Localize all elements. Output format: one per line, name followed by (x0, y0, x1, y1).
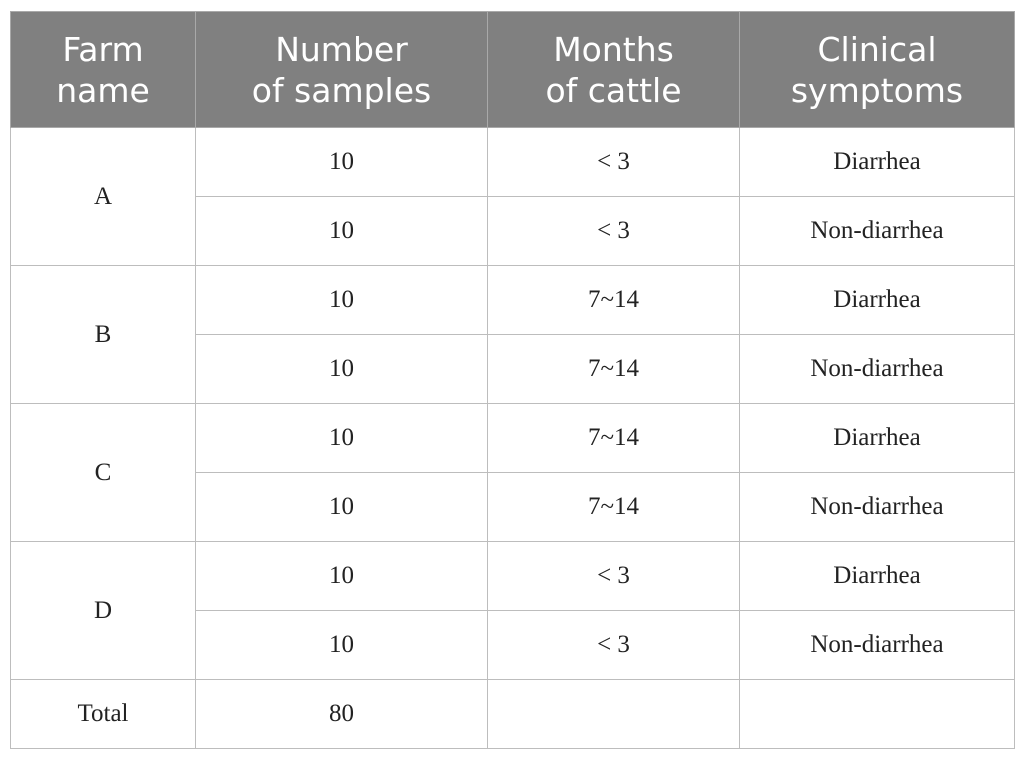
header-line: of cattle (545, 70, 682, 110)
farm-name-cell: B (10, 265, 196, 404)
samples-cell: 10 (195, 610, 488, 680)
samples-cell: 10 (195, 541, 488, 611)
header-line: Months (553, 29, 674, 69)
table-body: A 10 < 3 Diarrhea 10 < 3 Non-diarrhea B … (10, 127, 1015, 749)
farm-name-cell: A (10, 127, 196, 266)
total-symptoms-cell (739, 679, 1015, 749)
symptoms-cell: Non-diarrhea (739, 472, 1015, 542)
samples-cell: 10 (195, 196, 488, 266)
table-row: 10 < 3 Non-diarrhea (11, 610, 1015, 680)
table-header: Farm name Number of samples Months of ca… (10, 11, 1015, 128)
farm-name-cell: D (10, 541, 196, 680)
header-clinical-symptoms: Clinical symptoms (739, 11, 1015, 128)
months-cell: < 3 (487, 127, 740, 197)
months-cell: 7~14 (487, 472, 740, 542)
samples-cell: 10 (195, 472, 488, 542)
samples-cell: 10 (195, 403, 488, 473)
header-line: name (56, 70, 150, 110)
header-line: Number (275, 29, 408, 69)
months-cell: 7~14 (487, 265, 740, 335)
months-cell: < 3 (487, 541, 740, 611)
symptoms-cell: Diarrhea (739, 403, 1015, 473)
farm-name-cell: C (10, 403, 196, 542)
symptoms-cell: Non-diarrhea (739, 334, 1015, 404)
symptoms-cell: Non-diarrhea (739, 196, 1015, 266)
header-months-of-cattle: Months of cattle (487, 11, 740, 128)
symptoms-cell: Diarrhea (739, 265, 1015, 335)
months-cell: 7~14 (487, 334, 740, 404)
header-line: Clinical (817, 29, 937, 69)
table-row: A 10 < 3 Diarrhea (10, 127, 1015, 266)
data-table: Farm name Number of samples Months of ca… (10, 11, 1015, 749)
months-cell: < 3 (487, 196, 740, 266)
header-line: of samples (251, 70, 432, 110)
total-months-cell (487, 679, 740, 749)
header-number-of-samples: Number of samples (195, 11, 488, 128)
header-farm-name: Farm name (10, 11, 196, 128)
symptoms-cell: Diarrhea (739, 541, 1015, 611)
samples-cell: 10 (195, 127, 488, 197)
total-label-cell: Total (10, 679, 196, 749)
table-row: 10 < 3 Non-diarrhea (11, 196, 1015, 266)
symptoms-cell: Diarrhea (739, 127, 1015, 197)
header-line: symptoms (790, 70, 964, 110)
table-row: B 10 7~14 Diarrhea (10, 265, 1015, 404)
header-line: Farm (62, 29, 144, 69)
months-cell: < 3 (487, 610, 740, 680)
samples-cell: 10 (195, 334, 488, 404)
samples-cell: 10 (195, 265, 488, 335)
symptoms-cell: Non-diarrhea (739, 610, 1015, 680)
table-row: D 10 < 3 Diarrhea (10, 541, 1015, 680)
months-cell: 7~14 (487, 403, 740, 473)
header-row: Farm name Number of samples Months of ca… (10, 11, 1015, 128)
total-row: Total 80 (10, 679, 1015, 749)
total-samples-cell: 80 (195, 679, 488, 749)
table-row: C 10 7~14 Diarrhea (10, 403, 1015, 542)
